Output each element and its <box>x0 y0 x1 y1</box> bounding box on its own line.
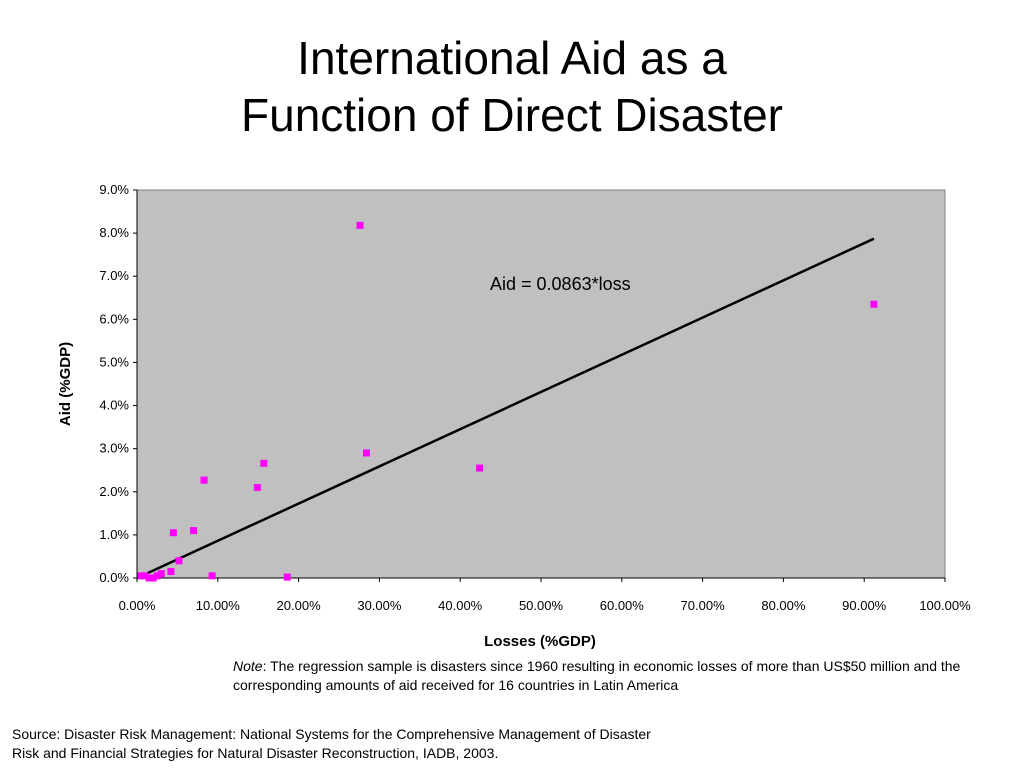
y-tick-label: 5.0% <box>99 354 129 369</box>
data-point <box>362 449 370 457</box>
y-tick-label: 7.0% <box>99 268 129 283</box>
y-tick-label: 4.0% <box>99 398 129 413</box>
y-tick-label: 9.0% <box>99 182 129 197</box>
data-points <box>137 221 878 582</box>
slide-title: International Aid as a Function of Direc… <box>0 30 1024 144</box>
x-tick-label: 90.00% <box>842 598 887 613</box>
y-tick-label: 6.0% <box>99 311 129 326</box>
x-tick-label: 40.00% <box>438 598 483 613</box>
source-line-1: Source: Disaster Risk Management: Nation… <box>12 726 651 742</box>
data-point <box>200 476 208 484</box>
title-line-1: International Aid as a <box>297 32 727 84</box>
source-citation: Source: Disaster Risk Management: Nation… <box>12 725 812 763</box>
data-point <box>175 557 183 565</box>
y-tick-label: 1.0% <box>99 527 129 542</box>
data-point <box>149 574 157 582</box>
x-tick-label: 80.00% <box>761 598 806 613</box>
regression-layer <box>136 237 875 580</box>
y-axis-title: Aid (%GDP) <box>57 342 74 426</box>
y-tick-label: 3.0% <box>99 441 129 456</box>
regression-line <box>136 237 875 580</box>
data-point <box>167 568 175 576</box>
data-point <box>283 573 291 581</box>
y-axis-ticks: 0.0% 1.0% 2.0% 3.0% 4.0% 5.0% 6.0% 7.0% 8.0% 9.0% <box>99 182 137 585</box>
x-tick-label: 10.00% <box>196 598 241 613</box>
data-point <box>253 483 261 491</box>
data-point <box>356 221 364 229</box>
x-tick-label: 20.00% <box>277 598 322 613</box>
x-tick-label: 70.00% <box>681 598 726 613</box>
regression-equation: Aid = 0.0863*loss <box>490 274 631 294</box>
plot-area <box>136 189 946 579</box>
data-point <box>476 464 484 472</box>
y-tick-label: 8.0% <box>99 225 129 240</box>
x-tick-label: 0.00% <box>119 598 156 613</box>
scatter-chart: 0.0% 1.0% 2.0% 3.0% 4.0% 5.0% 6.0% 7.0% 8.0% 9.0%… <box>57 182 971 650</box>
data-point <box>157 570 165 578</box>
note-text: : The regression sample is disasters sin… <box>233 658 961 693</box>
source-line-2: Risk and Financial Strategies for Natura… <box>12 745 499 761</box>
y-tick-label: 2.0% <box>99 484 129 499</box>
x-tick-label: 100.00% <box>919 598 971 613</box>
data-point <box>870 300 878 308</box>
title-line-2: Function of Direct Disaster <box>241 89 783 141</box>
data-point <box>208 572 216 580</box>
x-tick-label: 50.00% <box>519 598 564 613</box>
y-tick-label: 0.0% <box>99 570 129 585</box>
x-tick-label: 30.00% <box>357 598 402 613</box>
data-point <box>260 459 268 467</box>
data-point <box>169 529 177 537</box>
data-point <box>190 527 198 535</box>
x-axis-ticks: 0.00% 10.00% 20.00% 30.00% 40.00% 50.00% 60.00… <box>119 578 971 613</box>
chart-note: Note: The regression sample is disasters… <box>233 657 1013 695</box>
data-point <box>141 572 149 580</box>
data-point <box>145 574 153 582</box>
data-point <box>137 572 145 580</box>
note-label: Note <box>233 658 263 674</box>
x-axis-title: Losses (%GDP) <box>484 633 596 650</box>
data-point <box>153 572 161 580</box>
x-tick-label: 60.00% <box>600 598 645 613</box>
